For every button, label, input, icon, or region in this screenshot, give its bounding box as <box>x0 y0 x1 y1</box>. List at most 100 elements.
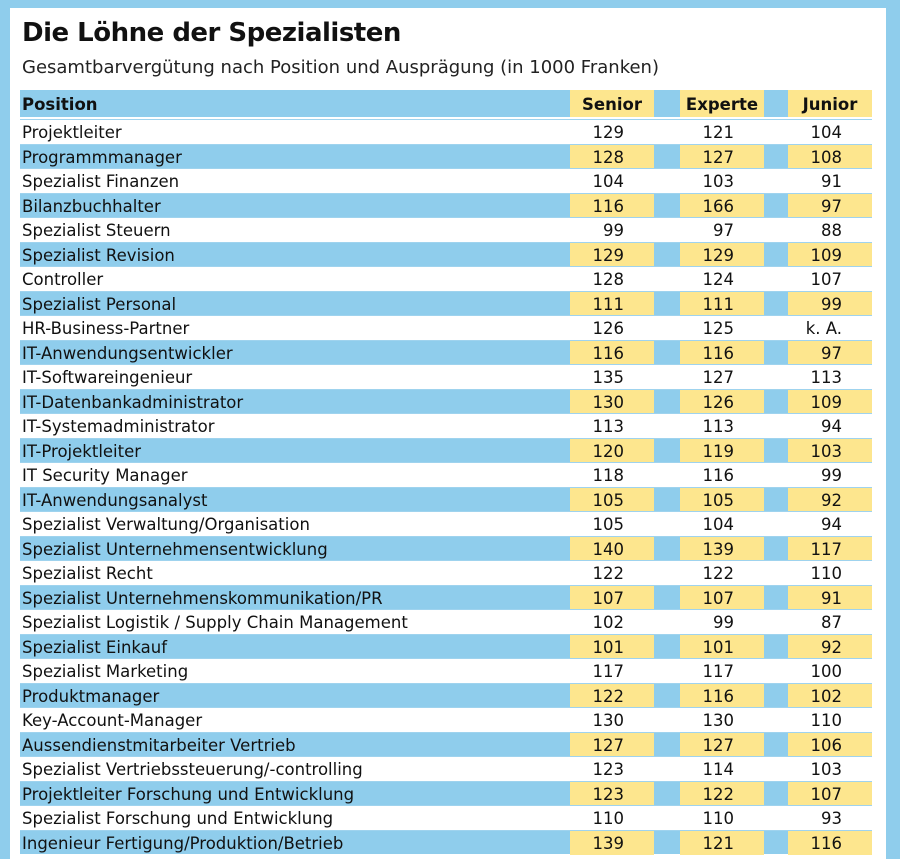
position-cell: Spezialist Marketing <box>22 662 189 681</box>
value-cell: 123 <box>570 757 654 782</box>
value-cell: 100 <box>788 659 872 684</box>
value-cell: 104 <box>570 169 654 194</box>
table-row: Spezialist Verwaltung/Organisation 105 104… <box>20 511 872 537</box>
position-cell: Spezialist Personal <box>22 294 177 314</box>
value-cell: 110 <box>680 806 764 831</box>
value-cell: 107 <box>570 585 654 610</box>
value-cell: 99 <box>680 610 764 635</box>
value-cell: 129 <box>680 242 764 267</box>
value-cell: 124 <box>680 267 764 292</box>
value-cell: 120 <box>570 438 654 463</box>
value-cell: 111 <box>570 291 654 316</box>
value-cell: 122 <box>570 683 654 708</box>
value-cell: 127 <box>680 144 764 169</box>
position-cell: IT-Anwendungsentwickler <box>22 343 233 363</box>
value-cell: 91 <box>788 585 872 610</box>
table-row: Spezialist Revision 129 129 109 <box>20 241 872 267</box>
value-cell: 107 <box>788 781 872 806</box>
column-header: Senior <box>570 90 654 117</box>
table-row: IT-Softwareingenieur 135 127 113 <box>20 364 872 390</box>
value-cell: 127 <box>680 732 764 757</box>
value-cell: 104 <box>680 512 764 537</box>
header-row: Position Senior Experte Junior <box>20 90 872 117</box>
table-row: Key-Account-Manager 130 130 110 <box>20 707 872 733</box>
value-cell: 105 <box>680 487 764 512</box>
value-cell: 130 <box>680 708 764 733</box>
value-cell: 117 <box>680 659 764 684</box>
table-row: Spezialist Marketing 117 117 100 <box>20 658 872 684</box>
table-row: Controller 128 124 107 <box>20 266 872 292</box>
value-cell: 107 <box>680 585 764 610</box>
value-cell: 121 <box>680 120 764 145</box>
value-cell: 94 <box>788 512 872 537</box>
value-cell: 93 <box>788 806 872 831</box>
table-row: Spezialist Einkauf 101 101 92 <box>20 633 872 659</box>
value-cell: 116 <box>680 683 764 708</box>
table-row: Projektleiter Forschung und Entwicklung 1… <box>20 780 872 806</box>
value-cell: 130 <box>570 389 654 414</box>
value-cell: 103 <box>680 169 764 194</box>
table-row: Produktmanager 122 116 102 <box>20 682 872 708</box>
value-cell: 113 <box>680 414 764 439</box>
value-cell: 166 <box>680 193 764 218</box>
value-cell: 122 <box>680 561 764 586</box>
position-cell: Spezialist Einkauf <box>22 637 168 657</box>
value-cell: 109 <box>788 242 872 267</box>
value-cell: 126 <box>680 389 764 414</box>
value-cell: 101 <box>680 634 764 659</box>
position-cell: Key-Account-Manager <box>22 711 203 730</box>
value-cell: 139 <box>680 536 764 561</box>
value-cell: 104 <box>788 120 872 145</box>
position-cell: Bilanzbuchhalter <box>22 196 161 216</box>
table-row: Spezialist Recht 122 122 110 <box>20 560 872 586</box>
table-row: Programmmanager 128 127 108 <box>20 143 872 169</box>
table-row: IT-Datenbankadministrator 130 126 109 <box>20 388 872 414</box>
value-cell: 97 <box>680 218 764 243</box>
table-row: IT-Anwendungsanalyst 105 105 92 <box>20 486 872 512</box>
position-cell: Programmmanager <box>22 147 182 167</box>
table-row: IT-Systemadministrator 113 113 94 <box>20 413 872 439</box>
position-cell: Spezialist Finanzen <box>22 172 180 191</box>
value-cell: 94 <box>788 414 872 439</box>
value-cell: 128 <box>570 144 654 169</box>
value-cell: 116 <box>570 193 654 218</box>
position-cell: Spezialist Verwaltung/Organisation <box>22 515 310 534</box>
value-cell: 140 <box>570 536 654 561</box>
table-row: Projektleiter 129 121 104 <box>20 119 872 145</box>
value-cell: 103 <box>788 757 872 782</box>
table-row: Spezialist Personal 111 111 99 <box>20 290 872 316</box>
value-cell: 126 <box>570 316 654 341</box>
position-cell: Spezialist Unternehmenskommunikation/PR <box>22 588 383 608</box>
position-cell: IT-Datenbankadministrator <box>22 392 244 412</box>
position-cell: Spezialist Forschung und Entwicklung <box>22 809 334 828</box>
table-row: Spezialist Logistik / Supply Chain Manag… <box>20 609 872 635</box>
value-cell: 110 <box>788 708 872 733</box>
value-cell: 97 <box>788 340 872 365</box>
value-cell: 117 <box>570 659 654 684</box>
value-cell: 116 <box>680 340 764 365</box>
value-cell: 101 <box>570 634 654 659</box>
position-cell: Projektleiter Forschung und Entwicklung <box>22 784 355 804</box>
value-cell: 130 <box>570 708 654 733</box>
position-cell: Spezialist Recht <box>22 564 153 583</box>
position-cell: Spezialist Vertriebssteuerung/-controlli… <box>22 760 363 779</box>
value-cell: 102 <box>788 683 872 708</box>
value-cell: 122 <box>570 561 654 586</box>
table-row: Spezialist Unternehmenskommunikation/PR 1… <box>20 584 872 610</box>
position-cell: Aussendienstmitarbeiter Vertrieb <box>22 735 296 755</box>
value-cell: 109 <box>788 389 872 414</box>
value-cell: 91 <box>788 169 872 194</box>
value-cell: 116 <box>788 830 872 855</box>
position-cell: HR-Business-Partner <box>22 319 190 338</box>
position-cell: Spezialist Revision <box>22 245 175 265</box>
table-row: Spezialist Finanzen 104 103 91 <box>20 168 872 194</box>
position-cell: IT-Anwendungsanalyst <box>22 490 208 510</box>
value-cell: k. A. <box>788 316 872 341</box>
column-header: Position <box>22 95 98 114</box>
subtitle: Gesamtbarvergütung nach Position und Aus… <box>22 57 659 78</box>
table-row: IT Security Manager 118 116 99 <box>20 462 872 488</box>
value-cell: 97 <box>788 193 872 218</box>
position-cell: Ingenieur Fertigung/Produktion/Betrieb <box>22 833 344 853</box>
position-cell: IT Security Manager <box>22 466 188 485</box>
